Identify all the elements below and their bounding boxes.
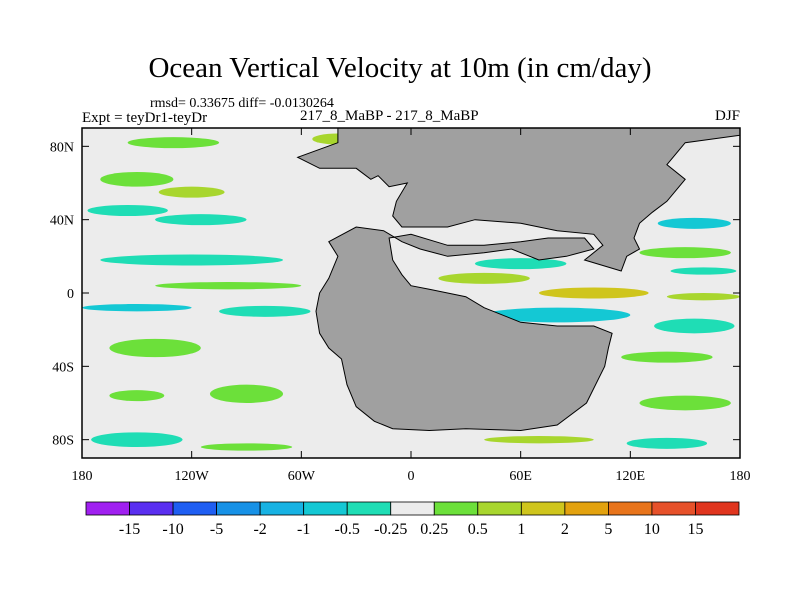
colorbar-label: 10 <box>644 521 660 538</box>
colorbar-swatch <box>477 501 522 516</box>
anomaly-patch <box>155 214 247 226</box>
x-tick-label: 120E <box>616 469 646 484</box>
chart-title: Ocean Vertical Velocity at 10m (in cm/da… <box>148 52 652 84</box>
x-tick-label: 60E <box>509 469 532 484</box>
anomaly-patch <box>91 432 183 447</box>
land-layer <box>228 128 740 432</box>
anomaly-patch <box>109 390 165 402</box>
anomaly-patch <box>219 305 311 317</box>
colorbar-swatch <box>129 501 174 516</box>
anomaly-patch <box>127 137 220 149</box>
main-continent <box>228 128 740 272</box>
colorbar-label: -0.5 <box>335 521 360 538</box>
colorbar-label: -0.25 <box>374 521 407 538</box>
y-tick-label: 40N <box>50 214 74 229</box>
anomaly-patch <box>109 338 201 358</box>
colorbar-swatch <box>85 501 130 516</box>
anomaly-patch <box>438 272 530 284</box>
anomaly-patch <box>87 205 168 216</box>
colorbar-swatch <box>608 501 653 516</box>
x-tick-label: 180 <box>730 469 751 484</box>
anomaly-patch <box>626 437 708 449</box>
colorbar-swatch <box>216 501 261 516</box>
colorbar-label: 2 <box>561 521 569 538</box>
anomaly-patch <box>209 384 284 404</box>
colorbar-label: -5 <box>210 521 223 538</box>
anomaly-patch <box>621 351 713 363</box>
x-tick-label: 180 <box>72 469 93 484</box>
colorbar-label: 1 <box>517 521 525 538</box>
colorbar-label: -2 <box>253 521 266 538</box>
colorbar-label: 5 <box>604 521 612 538</box>
season-label: DJF <box>714 108 740 124</box>
x-tick-label: 60W <box>288 469 316 484</box>
anomaly-patch <box>538 287 649 299</box>
x-tick-label: 0 <box>408 469 415 484</box>
y-tick-label: 80S <box>52 434 74 449</box>
anomaly-patch <box>100 254 284 266</box>
stats-label: rmsd= 0.33675 diff= -0.0130264 <box>150 96 334 111</box>
anomaly-patch <box>670 267 737 275</box>
anomaly-patch <box>666 293 740 301</box>
anomaly-patch <box>82 304 192 312</box>
x-axis: 180 120W 60W 0 60E 120E 180 <box>72 128 751 484</box>
anomaly-patch <box>484 307 631 323</box>
colorbar-label: 0.5 <box>468 521 488 538</box>
anomaly-patch <box>657 217 731 229</box>
colorbar-label: 0.25 <box>420 521 448 538</box>
y-axis: 80N 40N 0 40S 80S <box>50 140 740 449</box>
colorbar-swatch <box>346 501 392 516</box>
colorbar-label: -1 <box>297 521 310 538</box>
experiment-label: Expt = teyDr1-teyDr <box>82 110 208 126</box>
colorbar-swatch <box>433 501 479 516</box>
colorbar-label: -10 <box>162 521 183 538</box>
anomaly-patch <box>155 282 302 290</box>
y-tick-label: 80N <box>50 140 74 155</box>
colorbar: -15 -10 -5 -2 -1 -0.5 -0.25 0.25 0.5 1 2 5 10 15 <box>85 501 740 538</box>
anomaly-patch <box>474 258 567 270</box>
colorbar-swatch <box>172 501 217 516</box>
colorbar-swatch <box>520 501 566 516</box>
anomaly-patch <box>158 186 225 198</box>
colorbar-swatch <box>564 501 609 516</box>
colorbar-swatch <box>303 501 348 516</box>
y-tick-label: 40S <box>52 360 74 375</box>
anomaly-layer <box>82 133 740 451</box>
anomaly-patch <box>484 436 594 444</box>
colorbar-label: -15 <box>119 521 140 538</box>
colorbar-swatch <box>695 501 740 516</box>
colorbar-swatch <box>651 501 696 516</box>
southern-continent <box>315 226 613 432</box>
anomaly-patch <box>639 247 731 259</box>
anomaly-patch <box>654 318 735 334</box>
colorbar-swatch <box>259 501 305 516</box>
y-tick-label: 0 <box>67 287 74 302</box>
x-tick-label: 120W <box>175 469 210 484</box>
anomaly-patch <box>100 172 174 187</box>
colorbar-swatch <box>390 501 435 516</box>
run-label: 217_8_MaBP - 217_8_MaBP <box>300 108 479 124</box>
colorbar-label: 15 <box>687 521 703 538</box>
anomaly-patch <box>200 443 293 451</box>
anomaly-patch <box>639 395 731 411</box>
